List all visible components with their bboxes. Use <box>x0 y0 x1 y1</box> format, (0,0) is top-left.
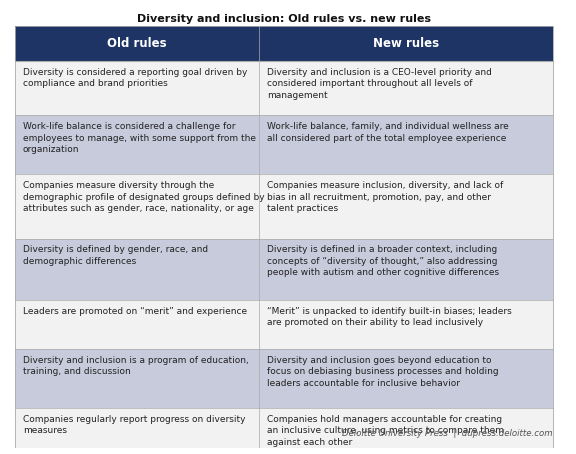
Bar <box>259 300 552 349</box>
Text: Diversity and inclusion: Old rules vs. new rules: Diversity and inclusion: Old rules vs. n… <box>137 14 431 24</box>
Text: Work-life balance, family, and individual wellness are
all considered part of th: Work-life balance, family, and individua… <box>267 122 509 143</box>
Text: Diversity is defined in a broader context, including
concepts of “diversity of t: Diversity is defined in a broader contex… <box>267 246 499 277</box>
Bar <box>15 61 259 115</box>
Text: Diversity and inclusion is a program of education,
training, and discussion: Diversity and inclusion is a program of … <box>22 356 248 376</box>
Text: Diversity and inclusion is a CEO-level priority and
considered important through: Diversity and inclusion is a CEO-level p… <box>267 68 492 100</box>
Bar <box>259 238 552 300</box>
Bar <box>15 300 259 349</box>
Bar <box>259 408 552 454</box>
Bar <box>15 115 259 174</box>
Bar <box>15 408 259 454</box>
Text: Diversity is defined by gender, race, and
demographic differences: Diversity is defined by gender, race, an… <box>22 246 208 266</box>
Text: Diversity and inclusion goes beyond education to
focus on debiasing business pro: Diversity and inclusion goes beyond educ… <box>267 356 499 388</box>
Text: “Merit” is unpacked to identify built-in biases; leaders
are promoted on their a: “Merit” is unpacked to identify built-in… <box>267 306 512 327</box>
Text: Companies measure inclusion, diversity, and lack of
bias in all recruitment, pro: Companies measure inclusion, diversity, … <box>267 181 503 213</box>
Bar <box>15 25 259 61</box>
Text: New rules: New rules <box>373 37 439 50</box>
Bar <box>259 25 552 61</box>
Text: Companies regularly report progress on diversity
measures: Companies regularly report progress on d… <box>22 415 245 435</box>
Text: Companies measure diversity through the
demographic profile of designated groups: Companies measure diversity through the … <box>22 181 264 213</box>
Text: Deloitte University Press  |  dupress.deloitte.com: Deloitte University Press | dupress.delo… <box>342 429 552 438</box>
Bar <box>259 61 552 115</box>
Text: Companies hold managers accountable for creating
an inclusive culture, using met: Companies hold managers accountable for … <box>267 415 505 447</box>
Bar <box>259 349 552 408</box>
Bar <box>15 349 259 408</box>
Bar <box>15 238 259 300</box>
Bar <box>15 174 259 238</box>
Text: Leaders are promoted on “merit” and experience: Leaders are promoted on “merit” and expe… <box>22 306 247 316</box>
Bar <box>259 174 552 238</box>
Bar <box>259 115 552 174</box>
Text: Work-life balance is considered a challenge for
employees to manage, with some s: Work-life balance is considered a challe… <box>22 122 256 154</box>
Text: Diversity is considered a reporting goal driven by
compliance and brand prioriti: Diversity is considered a reporting goal… <box>22 68 247 89</box>
Text: Old rules: Old rules <box>107 37 167 50</box>
